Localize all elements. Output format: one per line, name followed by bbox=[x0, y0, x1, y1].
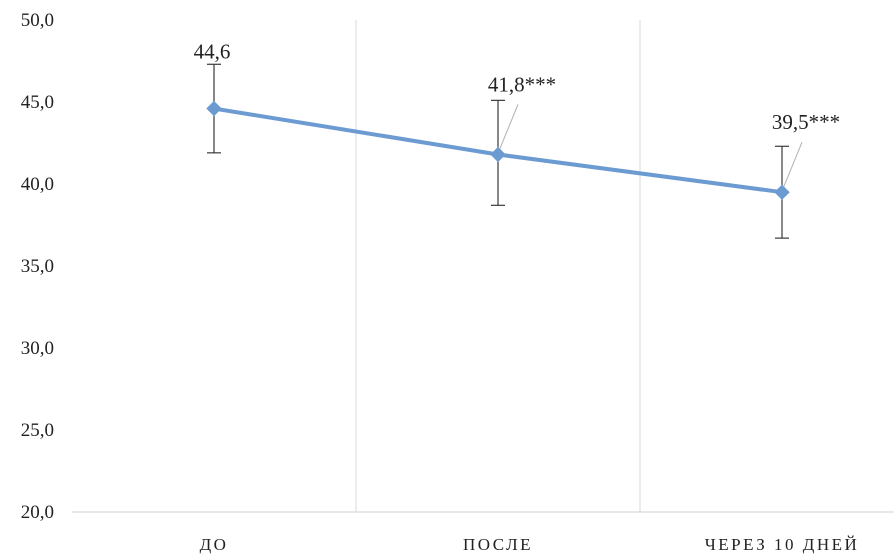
y-tick-label: 40,0 bbox=[21, 174, 54, 195]
data-point bbox=[490, 146, 506, 163]
y-tick-label: 25,0 bbox=[21, 420, 54, 441]
y-tick-label: 50,0 bbox=[21, 10, 54, 31]
x-axis: ДО ПОСЛЕ ЧЕРЕЗ 10 ДНЕЙ bbox=[200, 535, 860, 554]
x-tick-label: ЧЕРЕЗ 10 ДНЕЙ bbox=[705, 535, 860, 554]
series-line bbox=[206, 100, 790, 200]
data-point bbox=[774, 184, 790, 200]
y-axis: 20,0 25,0 30,0 35,0 40,0 45,0 50,0 bbox=[21, 10, 54, 523]
grid bbox=[72, 20, 894, 513]
data-label-leader bbox=[499, 104, 519, 149]
data-point bbox=[206, 100, 222, 117]
y-tick-label: 30,0 bbox=[21, 338, 54, 359]
x-tick-label: ДО bbox=[200, 535, 229, 554]
data-label: 44,6 bbox=[194, 40, 231, 64]
y-tick-label: 45,0 bbox=[21, 92, 54, 113]
y-tick-label: 35,0 bbox=[21, 256, 54, 277]
data-labels: 44,6 41,8*** 39,5*** bbox=[194, 40, 840, 187]
data-label-leader bbox=[783, 142, 803, 187]
data-label: 39,5*** bbox=[772, 110, 840, 134]
x-tick-label: ПОСЛЕ bbox=[463, 535, 533, 554]
y-tick-label: 20,0 bbox=[21, 502, 54, 523]
data-label: 41,8*** bbox=[488, 72, 556, 96]
